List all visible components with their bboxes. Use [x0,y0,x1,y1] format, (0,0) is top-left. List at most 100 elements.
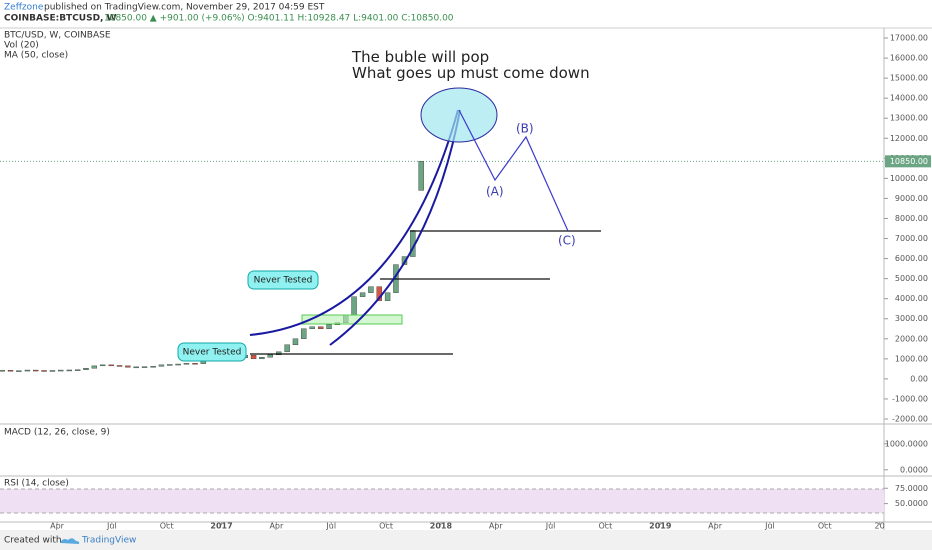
callout [177,342,247,362]
candle-body [150,366,156,368]
candle-body [49,370,56,372]
candle-body [250,355,257,360]
drawings [177,87,601,362]
wave-label: (A) [486,185,504,199]
x-tick-label: 20 [875,522,885,531]
y-tick-label: 50.0000 [895,499,928,508]
never-tested: Never Tested [254,276,313,286]
y-tick-label: 0.0000 [900,465,928,474]
candle-body [259,357,265,360]
candle-body [16,370,22,372]
y-tick-label: 3000.00 [895,314,928,323]
y-tick-label: 10000.00 [890,174,928,183]
x-tick-label: Apr [269,522,284,531]
candle-body [175,363,181,366]
candle-body [141,366,148,368]
candle-body [24,369,31,372]
x-tick-label: Apr [50,522,65,531]
x-tick-label: 2017 [210,522,232,531]
quote: 10850.00 ▲ +901.00 (+9.06%) O:9401.11 H:… [104,14,454,24]
candle-body [284,344,290,353]
y-tick-label: 17000.00 [890,34,928,43]
candle-body [276,351,282,356]
candle-body [58,369,64,372]
x-tick-label: Oct [160,522,174,531]
candle-body [116,365,123,367]
y-tick-label: -1000.00 [892,394,928,403]
x-tick-label: Oct [379,522,393,531]
x-tick-label: Jul [764,522,775,531]
footer-brand[interactable]: TradingView [81,536,136,546]
candle-body [384,292,391,301]
candle-body [309,326,315,329]
wave-label: (C) [558,234,576,248]
callout [247,270,319,290]
x-tick-label: Oct [818,522,832,531]
y-tick-label: 14000.00 [890,94,928,103]
y-tick-label: 5000.00 [895,274,928,283]
author[interactable]: Zeffzone [4,3,44,13]
logo [60,538,80,544]
legend-item: BTC/USD, W, COINBASE [4,31,111,41]
y-tick-label: 1000.00 [895,354,928,363]
x-tick-label: Jul [545,522,556,531]
candle-body [183,363,190,365]
candle-body [7,370,14,372]
candle-body [108,364,114,367]
footer [0,530,932,550]
symbol: COINBASE:BTCUSD, W [4,14,117,24]
candle-body [133,366,139,369]
candle-body [317,326,324,329]
published: published on TradingView.com, November 2… [44,3,325,13]
x-tick-label: 2019 [649,522,672,531]
curve-lower [329,109,461,346]
zone-box [301,314,403,325]
candle-body [301,328,307,339]
candle-body [66,369,73,372]
last-price-label: 10850.00 [890,157,928,166]
y-tick-label: 75.0000 [895,484,928,493]
candle-body [192,363,198,365]
candle-body [99,364,106,367]
candle-body [125,365,131,368]
footer-created: Created with [4,536,62,546]
candle-body [368,286,374,293]
rsi-band [0,489,884,513]
candle-body [83,368,89,370]
candle-body [292,338,299,346]
bubble [420,87,498,143]
candle-body [267,354,273,358]
candle-body [167,364,173,366]
candle-body [326,324,332,329]
x-tick-label: Apr [708,522,723,531]
annotation-title: The buble will pop [351,48,489,66]
x-tick-label: Apr [489,522,504,531]
x-tick-label: Jul [106,522,117,531]
never-tested: Never Tested [183,348,242,358]
y-tick-label: 16000.00 [890,54,928,63]
curve-upper [249,109,459,336]
x-tick-label: Oct [598,522,612,531]
y-tick-label: 1000.0000 [885,439,928,448]
wave-label: (B) [516,122,534,136]
candle-body [351,296,357,315]
plot: 17000.00 16000.00 15000.00 14000.00 13000.00… [0,34,931,531]
candle-body [33,369,39,372]
abc-path [458,109,569,232]
y-tick-label: 7000.00 [895,234,928,243]
y-tick-label: 13000.00 [890,114,928,123]
y-tick-label: 15000.00 [890,74,928,83]
rsi-legend: RSI (14, close) [4,479,69,489]
x-tick-label: Jul [325,522,336,531]
annotation-subtitle: What goes up must come down [352,64,590,82]
candle-body [359,292,366,297]
x-tick-label: 2018 [430,522,453,531]
y-tick-label: -2000.00 [892,414,928,423]
y-tick-label: 4000.00 [895,294,928,303]
candle-body [0,370,5,372]
candle-body [41,370,47,372]
